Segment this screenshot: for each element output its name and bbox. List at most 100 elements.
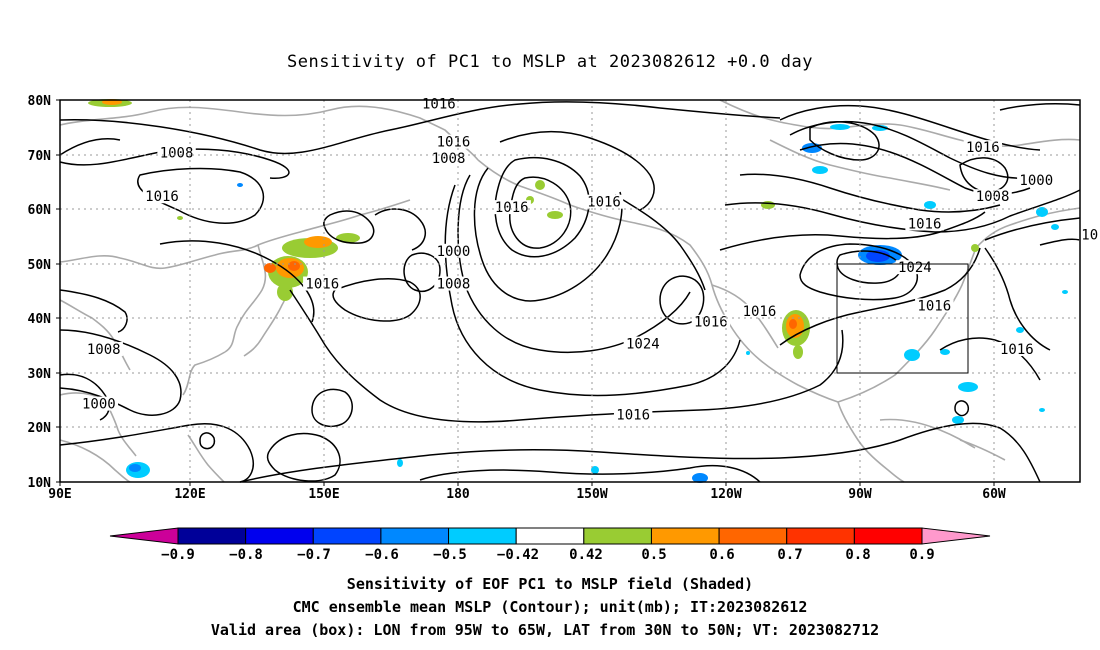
contour-label-bg bbox=[973, 189, 1012, 204]
x-tick-label: 150E bbox=[308, 487, 339, 502]
colorbar-box bbox=[245, 527, 314, 545]
contour-label-bg bbox=[613, 407, 653, 422]
contour-label: 10 bbox=[1081, 227, 1098, 243]
x-tick-label: 60W bbox=[982, 487, 1006, 502]
contour-label: 1016 bbox=[694, 315, 728, 331]
colorbar-box bbox=[177, 527, 247, 545]
colorbar-boxes bbox=[177, 527, 923, 545]
caption-line-3: Valid area (box): LON from 95W to 65W, L… bbox=[211, 621, 879, 639]
colorbar: −0.9 −0.8 −0.7 −0.6 −0.5 −0.42 0.42 0.5 … bbox=[109, 527, 991, 563]
y-tick-label: 80N bbox=[28, 94, 52, 109]
contour-label-bg bbox=[915, 298, 954, 313]
contour-label: 1008 bbox=[437, 277, 471, 293]
contour-label: 1008 bbox=[976, 189, 1010, 205]
x-tick-label: 120W bbox=[710, 487, 741, 502]
colorbar-label: −0.5 bbox=[433, 547, 467, 563]
tick-marks bbox=[56, 99, 995, 486]
map-title: Sensitivity of PC1 to MSLP at 2023082612… bbox=[287, 52, 813, 72]
contour-label-bg bbox=[584, 194, 624, 209]
caption: Sensitivity of EOF PC1 to MSLP field (Sh… bbox=[211, 575, 879, 639]
colorbar-box bbox=[718, 527, 788, 545]
contour-label-bg bbox=[79, 396, 119, 411]
contour-label-bg bbox=[434, 243, 473, 258]
map-frame bbox=[59, 99, 1081, 483]
contour-label: 1000 bbox=[1019, 173, 1053, 189]
x-tick-label: 180 bbox=[446, 487, 470, 502]
x-axis-labels: 90E 120E 150E 180 150W 120W 90W 60W bbox=[48, 487, 1006, 502]
contour-label-bg bbox=[434, 134, 473, 149]
colorbar-box bbox=[448, 527, 517, 545]
colorbar-label: −0.7 bbox=[297, 547, 331, 563]
colorbar-box bbox=[786, 527, 855, 545]
contour-label: 1016 bbox=[966, 140, 1000, 156]
contour-label: 1016 bbox=[908, 217, 942, 233]
colorbar-high-triangle bbox=[921, 527, 991, 545]
contour-label: 1008 bbox=[160, 146, 194, 162]
contour-label: 1016 bbox=[422, 96, 456, 112]
contour-label: 1024 bbox=[898, 260, 932, 276]
x-tick-label: 90E bbox=[48, 487, 71, 502]
y-tick-label: 40N bbox=[28, 312, 52, 327]
gridlines bbox=[60, 100, 1080, 482]
x-tick-label: 120E bbox=[174, 487, 205, 502]
contour-label: 1016 bbox=[917, 298, 951, 314]
colorbar-box bbox=[650, 527, 720, 545]
x-tick-label: 150W bbox=[576, 487, 607, 502]
contour-label: 1016 bbox=[1000, 342, 1034, 358]
contour-label: 1000 bbox=[82, 397, 116, 413]
y-tick-label: 60N bbox=[28, 203, 52, 218]
contour-label: 1016 bbox=[495, 200, 529, 216]
colorbar-box bbox=[853, 527, 923, 545]
contour-label-bg bbox=[492, 200, 531, 215]
colorbar-label: 0.9 bbox=[909, 547, 934, 563]
contour-label-bg bbox=[963, 140, 1003, 155]
colorbar-box bbox=[583, 527, 652, 545]
y-tick-label: 10N bbox=[28, 476, 52, 491]
contour-label: 1016 bbox=[145, 189, 179, 205]
contour-label-bg bbox=[84, 342, 123, 357]
colorbar-label: 0.5 bbox=[641, 547, 666, 563]
colorbar-label: 0.6 bbox=[709, 547, 734, 563]
contour-label: 1008 bbox=[87, 342, 121, 358]
colorbar-label: 0.42 bbox=[569, 547, 603, 563]
y-axis-labels: 80N 70N 60N 50N 40N 30N 20N 10N bbox=[28, 94, 52, 491]
colorbar-box bbox=[312, 527, 382, 545]
valid-area-box bbox=[836, 263, 969, 374]
colorbar-label: −0.8 bbox=[229, 547, 263, 563]
y-tick-label: 70N bbox=[28, 149, 52, 164]
contour-label-bg bbox=[157, 145, 196, 160]
contour-label-bg bbox=[1079, 227, 1100, 242]
y-tick-label: 50N bbox=[28, 258, 52, 273]
colorbar-labels: −0.9 −0.8 −0.7 −0.6 −0.5 −0.42 0.42 0.5 … bbox=[161, 547, 935, 563]
contour-label: 1008 bbox=[432, 151, 466, 167]
contour-label: 1016 bbox=[437, 135, 471, 151]
contour-label-bg bbox=[142, 189, 182, 204]
contour-label: 1016 bbox=[616, 408, 650, 424]
caption-line-1: Sensitivity of EOF PC1 to MSLP field (Sh… bbox=[347, 575, 753, 593]
contour-label-bg bbox=[623, 336, 663, 351]
caption-line-2: CMC ensemble mean MSLP (Contour); unit(m… bbox=[293, 598, 808, 616]
contour-label: 1024 bbox=[626, 337, 660, 353]
sensitivity-shading bbox=[88, 99, 1068, 483]
contour-label-bg bbox=[1017, 172, 1056, 187]
colorbar-box bbox=[515, 527, 585, 545]
colorbar-label: −0.42 bbox=[497, 547, 539, 563]
contour-label-bg bbox=[740, 303, 779, 318]
contour-label-bg bbox=[997, 342, 1037, 357]
contour-label-bg bbox=[905, 216, 944, 231]
y-tick-label: 30N bbox=[28, 367, 52, 382]
contour-label: 1016 bbox=[305, 277, 339, 293]
colorbar-label: 0.7 bbox=[777, 547, 802, 563]
y-tick-label: 20N bbox=[28, 421, 52, 436]
contour-label: 1016 bbox=[587, 195, 621, 211]
colorbar-label: −0.9 bbox=[161, 547, 195, 563]
colorbar-box bbox=[380, 527, 450, 545]
colorbar-low-triangle bbox=[109, 527, 179, 545]
contour-label: 1000 bbox=[437, 244, 471, 260]
contour-label-bg bbox=[434, 276, 473, 291]
contour-label: 1016 bbox=[743, 304, 777, 320]
colorbar-label: −0.6 bbox=[365, 547, 399, 563]
